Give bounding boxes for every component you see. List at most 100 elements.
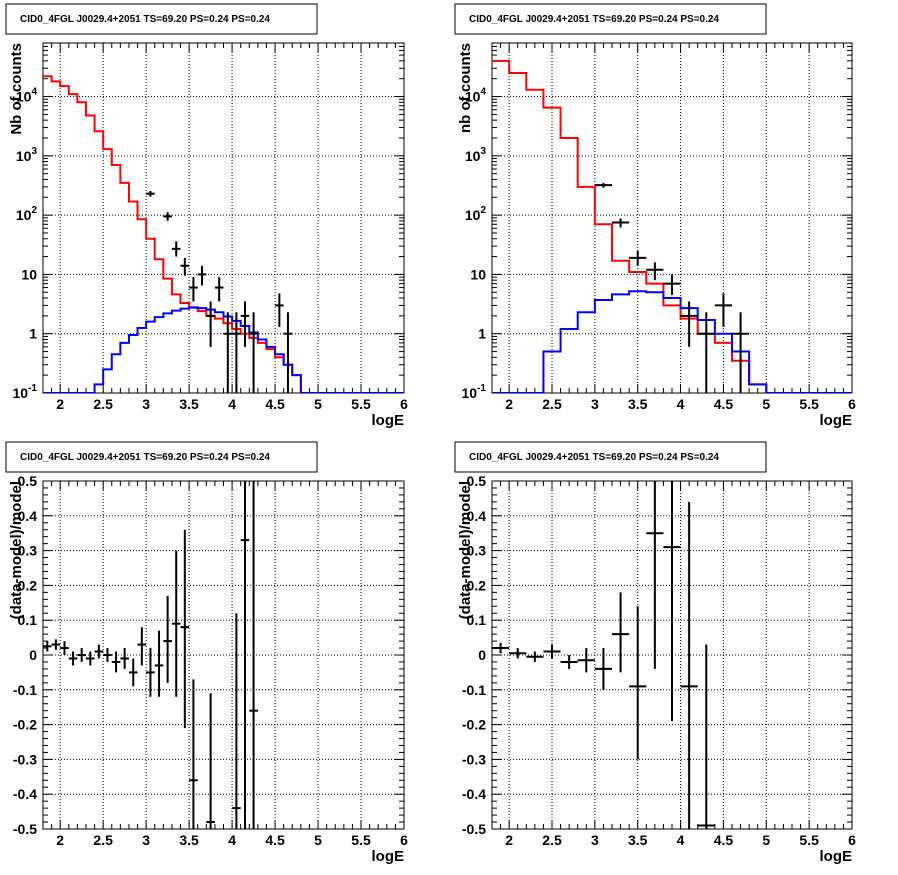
y-tick-base: 10 bbox=[465, 207, 481, 223]
y-tick-label: -0.3 bbox=[13, 751, 37, 767]
y-tick-label: -0.5 bbox=[462, 821, 486, 837]
y-tick-label: 0.5 bbox=[18, 473, 38, 489]
x-tick-label: 5 bbox=[762, 396, 770, 412]
y-tick-label: 0 bbox=[29, 647, 37, 663]
plot-frame bbox=[491, 42, 853, 394]
x-axis-title: logE bbox=[372, 848, 405, 865]
x-tick-label: 5.5 bbox=[351, 832, 371, 848]
x-tick-label: 5.5 bbox=[799, 396, 819, 412]
y-tick-label: 10 bbox=[470, 266, 486, 282]
y-tick-label: 0.2 bbox=[467, 577, 487, 593]
y-tick-label: -0.5 bbox=[13, 821, 37, 837]
y-tick-base: 10 bbox=[16, 207, 32, 223]
x-tick-label: 3 bbox=[591, 396, 599, 412]
y-tick-base: 10 bbox=[13, 385, 29, 401]
title-box bbox=[454, 3, 767, 35]
axis-ticks bbox=[491, 480, 853, 830]
data-point bbox=[197, 265, 207, 286]
y-tick-label: 1 bbox=[478, 326, 486, 342]
data-point bbox=[594, 648, 612, 690]
y-axis-title: (data-model)/model bbox=[8, 481, 25, 619]
x-tick-label: 3 bbox=[591, 832, 599, 848]
data-point bbox=[206, 301, 215, 347]
x-tick-label: 6 bbox=[848, 396, 856, 412]
x-axis-title: logE bbox=[820, 412, 853, 429]
y-tick-label: -0.4 bbox=[13, 786, 37, 802]
y-tick-exponent: 2 bbox=[31, 205, 37, 216]
chart-title: CID0_4FGL J0029.4+2051 TS=69.20 PS=0.24 … bbox=[20, 452, 270, 463]
y-tick-label: -0.1 bbox=[462, 682, 486, 698]
x-axis-title: logE bbox=[372, 412, 405, 429]
data-point bbox=[77, 648, 86, 662]
data-point bbox=[103, 648, 112, 662]
y-tick-label: 0.3 bbox=[467, 543, 487, 559]
data-point bbox=[240, 481, 250, 829]
data-point bbox=[43, 641, 52, 652]
y-tick-label: 104 bbox=[16, 87, 38, 105]
x-tick-label: 2.5 bbox=[542, 396, 562, 412]
chart-title: CID0_4FGL J0029.4+2051 TS=69.20 PS=0.24 … bbox=[20, 14, 270, 25]
y-tick-exponent: 4 bbox=[31, 87, 37, 98]
x-tick-label: 2 bbox=[505, 396, 513, 412]
y-tick-label: 102 bbox=[465, 205, 487, 223]
x-tick-label: 2 bbox=[56, 396, 64, 412]
x-tick-label: 4 bbox=[677, 396, 685, 412]
x-tick-label: 5 bbox=[314, 396, 322, 412]
data-point bbox=[232, 312, 241, 393]
x-tick-label: 4.5 bbox=[265, 396, 285, 412]
data-point bbox=[146, 191, 155, 197]
x-tick-label: 4 bbox=[228, 396, 236, 412]
y-tick-exponent: -1 bbox=[28, 383, 37, 394]
x-tick-label: 5.5 bbox=[799, 832, 819, 848]
x-tick-label: 4 bbox=[228, 832, 236, 848]
data-point bbox=[146, 648, 155, 697]
chart-panel-2: 2 2.5 3 3.5 4 4.5 5 5.5 610-1110102103104logEnb … bbox=[454, 3, 856, 429]
x-tick-label: 3 bbox=[142, 832, 150, 848]
data-point bbox=[560, 655, 578, 669]
y-tick-label: 1 bbox=[29, 326, 37, 342]
y-tick-label: 0.1 bbox=[18, 612, 38, 628]
y-tick-label: 102 bbox=[16, 205, 38, 223]
data-point bbox=[543, 644, 561, 659]
chart-panel-1: 2 2.5 3 3.5 4 4.5 5 5.5 610-1110102103104logENb … bbox=[5, 3, 408, 429]
data-point bbox=[163, 212, 172, 221]
axis-ticks bbox=[42, 480, 405, 830]
title-box bbox=[5, 3, 318, 35]
y-tick-label: -0.2 bbox=[462, 717, 486, 733]
y-axis-title: (data-model)/model bbox=[457, 481, 474, 619]
y-tick-label: 0.3 bbox=[18, 543, 38, 559]
y-tick-label: 10 bbox=[21, 266, 37, 282]
data-point bbox=[111, 651, 121, 673]
data-point bbox=[612, 218, 630, 228]
y-tick-label: 0.4 bbox=[18, 508, 38, 524]
y-tick-label: 0.1 bbox=[467, 612, 487, 628]
data-point bbox=[492, 642, 510, 654]
data-point bbox=[189, 679, 198, 829]
data-point bbox=[154, 630, 164, 697]
data-point bbox=[732, 312, 750, 393]
y-tick-label: 10-1 bbox=[13, 383, 38, 401]
x-axis-title: logE bbox=[820, 848, 853, 865]
data-point bbox=[663, 481, 681, 722]
data-point bbox=[137, 627, 147, 666]
y-tick-base: 10 bbox=[465, 89, 481, 105]
y-tick-base: 10 bbox=[16, 148, 32, 164]
x-tick-label: 3.5 bbox=[628, 396, 648, 412]
chart-title: CID0_4FGL J0029.4+2051 TS=69.20 PS=0.24 … bbox=[469, 14, 719, 25]
data-point bbox=[714, 293, 732, 327]
data-point bbox=[646, 262, 664, 281]
x-tick-label: 2.5 bbox=[542, 832, 562, 848]
x-tick-label: 4 bbox=[677, 832, 685, 848]
x-tick-label: 5.5 bbox=[351, 396, 371, 412]
y-tick-exponent: 2 bbox=[480, 205, 486, 216]
data-point bbox=[663, 274, 681, 295]
data-point bbox=[629, 606, 647, 760]
y-tick-label: -0.2 bbox=[13, 717, 37, 733]
x-tick-label: 3.5 bbox=[179, 832, 199, 848]
y-tick-base: 10 bbox=[465, 148, 481, 164]
data-point bbox=[680, 301, 698, 347]
y-axis-title: nb of counts bbox=[457, 43, 474, 133]
data-point bbox=[128, 658, 138, 687]
x-tick-label: 3.5 bbox=[179, 396, 199, 412]
data-point bbox=[232, 613, 241, 829]
